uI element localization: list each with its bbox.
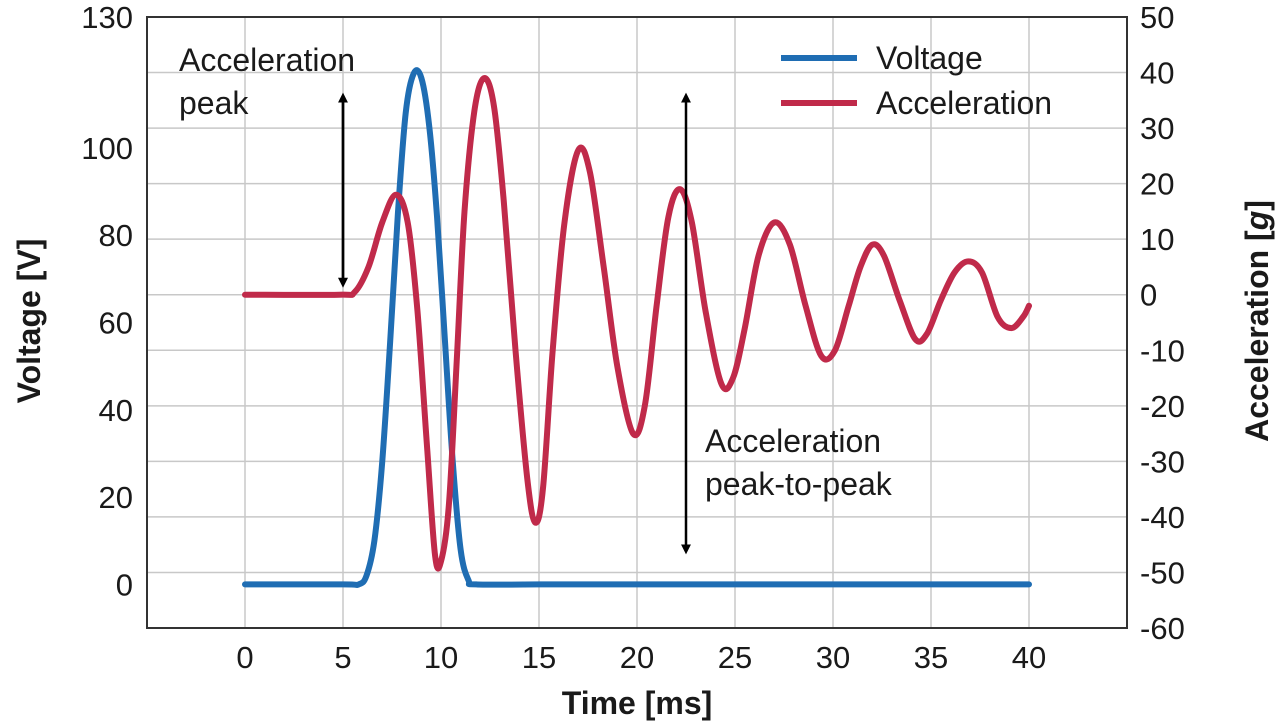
y-right-tick-label: 30 [1140,111,1174,146]
x-tick-label: 35 [914,640,948,675]
y-right-tick-label: -60 [1140,611,1185,646]
y-axis-left-title: Voltage [V] [11,239,47,404]
x-tick-label: 30 [816,640,850,675]
annotation-peak-to-peak-label-line: peak-to-peak [705,466,893,502]
series-layer [242,67,1032,589]
y-axis-right-title-suffix: ] [1239,200,1275,211]
y-right-tick-label: -20 [1140,389,1185,424]
y-right-tick-label: -10 [1140,333,1185,368]
x-tick-label: 40 [1012,640,1046,675]
x-tick-label: 0 [236,640,253,675]
x-tick-label: 20 [620,640,654,675]
series-voltage-line [242,67,1032,589]
y-left-tick-label: 0 [116,567,133,602]
x-tick-label: 5 [334,640,351,675]
x-tick-label: 25 [718,640,752,675]
x-axis-title: Time [ms] [562,685,713,721]
y-left-tick-label: 80 [99,218,133,253]
y-right-tick-label: -30 [1140,444,1185,479]
y-right-tick-label: 0 [1140,278,1157,313]
y-left-tick-label: 40 [99,393,133,428]
y-right-tick-label: -40 [1140,500,1185,535]
x-tick-label: 15 [522,640,556,675]
y-right-tick-label: 40 [1140,56,1174,91]
y-left-tick-label: 60 [99,306,133,341]
y-right-tick-label: 20 [1140,167,1174,202]
y-left-tick-label: 20 [99,480,133,515]
y-axis-right-title-unit: g [1239,211,1275,232]
legend: Voltage Acceleration [781,40,1052,121]
annotations: Acceleration peak Acceleration peak-to-peak [179,42,893,555]
x-tick-label: 10 [424,640,458,675]
plot-frame [146,16,1128,629]
annotation-peak-label-line: peak [179,85,249,121]
series-acceleration-line [242,75,1032,572]
annotation-peak-label-line: Acceleration [179,42,355,78]
legend-label-voltage: Voltage [876,40,983,76]
y-right-tick-label: -50 [1140,555,1185,590]
y-left-tick-label: 130 [81,0,133,35]
annotation-peak-to-peak-label-line: Acceleration [705,423,881,459]
y-right-tick-label: 50 [1140,0,1174,35]
y-left-tick-label: 100 [81,131,133,166]
legend-label-acceleration: Acceleration [876,85,1052,121]
grid [147,17,1128,628]
y-axis-right-title: Acceleration [g] [1239,200,1275,442]
y-right-tick-label: 10 [1140,222,1174,257]
y-axis-right-title-prefix: Acceleration [ [1239,230,1275,442]
